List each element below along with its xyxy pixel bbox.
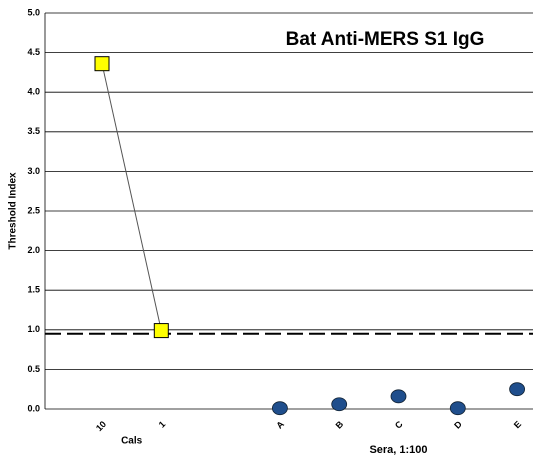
- chart-title: Bat Anti-MERS S1 IgG: [286, 29, 485, 50]
- data-point: [449, 401, 466, 416]
- data-point: [509, 382, 525, 397]
- data-point: [94, 56, 110, 72]
- y-tick-label: 2.5: [27, 205, 40, 215]
- x-tick-label: 1: [157, 419, 168, 430]
- x-group-label: Sera, 1:100: [369, 444, 427, 456]
- x-tick-label: D: [452, 419, 464, 431]
- y-tick-label: 3.0: [27, 166, 40, 176]
- x-tick-label: E: [512, 419, 523, 430]
- x-group-label: Cals: [121, 436, 143, 447]
- y-tick-label: 4.5: [27, 47, 40, 57]
- data-point: [153, 323, 169, 339]
- y-tick-label: 0.5: [27, 364, 40, 374]
- y-tick-label: 3.5: [27, 126, 40, 136]
- x-tick-label: 10: [94, 419, 108, 433]
- y-axis-label: Threshold Index: [8, 172, 19, 250]
- y-tick-label: 0.0: [27, 403, 40, 413]
- data-point: [271, 401, 288, 416]
- y-tick-label: 4.0: [27, 87, 40, 97]
- x-tick-label: C: [393, 419, 405, 431]
- y-tick-label: 2.0: [27, 245, 40, 255]
- y-tick-label: 1.5: [27, 285, 40, 295]
- y-tick-label: 5.0: [27, 7, 40, 17]
- x-tick-label: B: [334, 419, 346, 431]
- data-point: [331, 397, 348, 412]
- data-point: [390, 389, 407, 404]
- y-tick-label: 1.0: [27, 324, 40, 334]
- x-tick-label: A: [274, 419, 286, 431]
- series-line: [101, 63, 162, 331]
